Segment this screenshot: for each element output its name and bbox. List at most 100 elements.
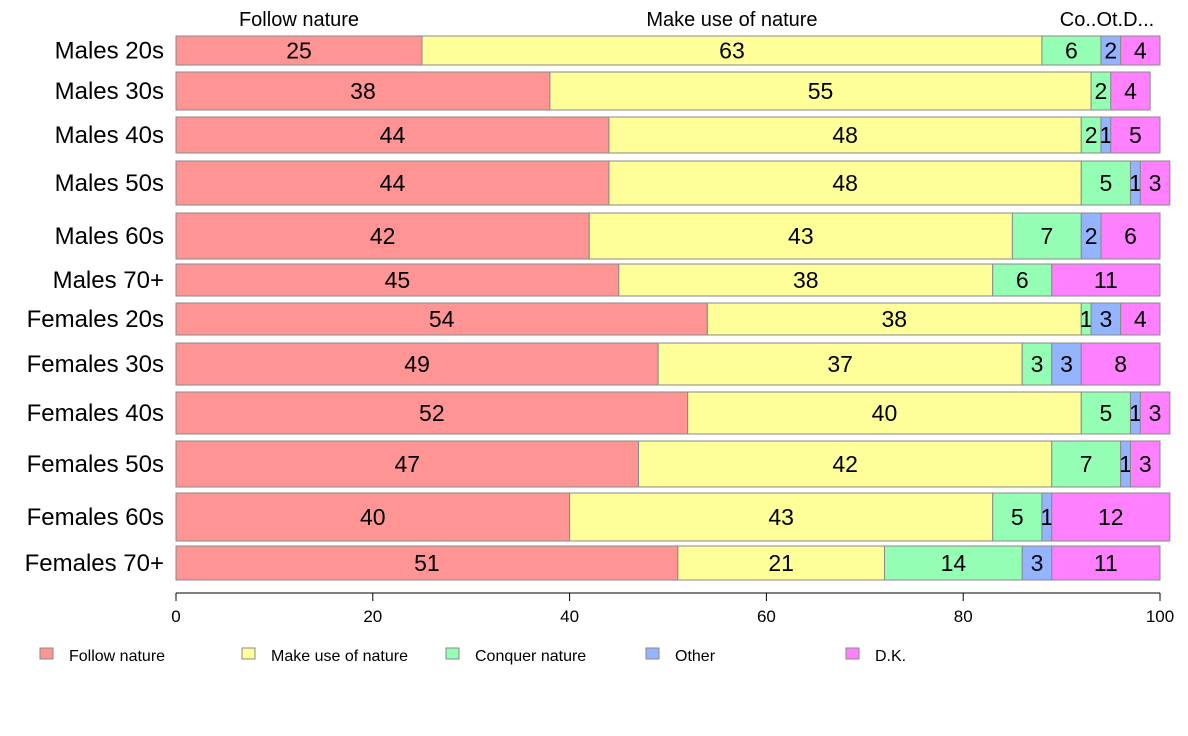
data-label: 11 [1094,267,1118,293]
data-label: 52 [419,400,445,426]
legend: Follow nature Make use of nature Conquer n… [39,647,906,665]
data-label: 25 [286,38,312,64]
x-tick-label: 20 [363,607,382,626]
data-label: 4 [1134,306,1147,332]
bar-segment [1011,212,1082,260]
bar-segment [657,342,1023,386]
bar-segment [608,160,1082,206]
bar-segment [175,545,679,581]
bar-segment [1051,492,1171,542]
bar-segment [992,492,1043,542]
data-label: 43 [768,504,794,530]
data-label: 40 [360,504,386,530]
data-label: 12 [1098,504,1124,530]
category-label: Females 30s [27,351,164,378]
bar-segment [1051,263,1161,297]
data-label: 1 [1040,504,1053,530]
data-label: 38 [882,306,908,332]
data-label: 8 [1114,351,1127,377]
bar-segment [175,212,590,260]
category-label: Females 70+ [25,550,164,577]
data-label: 7 [1040,223,1053,249]
bar-segment [588,212,1013,260]
data-label: 44 [380,122,406,148]
x-tick-label: 80 [954,607,973,626]
data-label: 1 [1080,306,1093,332]
top-label-1: Make use of nature [646,9,817,31]
top-label-2: Co..Ot.D... [1060,9,1154,31]
bar-segment [1139,160,1171,206]
bar-segment [1080,391,1131,435]
bar-segment [175,116,610,154]
data-label: 4 [1134,38,1147,64]
data-label: 54 [429,306,455,332]
bar-segment [1041,35,1102,66]
data-label: 3 [1149,400,1162,426]
data-label: 3 [1031,351,1044,377]
bar-segment [175,71,551,111]
x-tick-label: 40 [560,607,579,626]
bar-segment [1051,440,1122,488]
category-label: Males 30s [55,78,164,105]
category-label: Males 20s [55,38,164,65]
x-tick-label: 0 [171,607,180,626]
bar-segment [175,263,620,297]
legend-swatch [645,647,660,660]
bar-segment [175,35,423,66]
data-label: 5 [1129,122,1142,148]
data-label: 3 [1139,451,1152,477]
data-label: 63 [719,38,745,64]
data-label: 1 [1119,451,1132,477]
bar-segment [1120,35,1161,66]
bar-segment [637,440,1053,488]
bar-segment [1051,545,1161,581]
legend-label: Make use of nature [271,648,408,665]
data-label: 51 [414,550,440,576]
data-label: 40 [872,400,898,426]
data-label: 5 [1099,400,1112,426]
category-label: Females 60s [27,504,164,531]
data-label: 3 [1149,170,1162,196]
bar-segment [706,302,1082,336]
category-label: Males 40s [55,122,164,149]
data-label: 42 [832,451,858,477]
data-label: 5 [1011,504,1024,530]
bar-segment [1120,302,1161,336]
data-label: 45 [385,267,411,293]
category-label: Females 50s [27,451,164,478]
data-label: 5 [1099,170,1112,196]
data-label: 44 [380,170,406,196]
legend-label: Other [675,648,716,665]
data-label: 6 [1016,267,1029,293]
bar-segment [175,391,689,435]
data-label: 2 [1104,38,1117,64]
data-label: 6 [1065,38,1078,64]
data-label: 3 [1060,351,1073,377]
bar-segment [1080,342,1161,386]
legend-label: D.K. [875,648,906,665]
bar-segment [569,492,994,542]
data-label: 7 [1080,451,1093,477]
legend-swatch [845,647,860,660]
category-label: Males 50s [55,170,164,197]
data-label: 2 [1095,78,1108,104]
category-label: Females 40s [27,400,164,427]
data-label: 6 [1124,223,1137,249]
data-label: 3 [1031,550,1044,576]
bar-segment [1021,545,1053,581]
bar-segment [1110,71,1151,111]
bar-segment [549,71,1092,111]
data-label: 21 [768,550,794,576]
data-label: 1 [1129,170,1142,196]
data-label: 42 [370,223,396,249]
bar-segment [677,545,885,581]
bar-segment [175,342,659,386]
bar-segment [175,302,708,336]
data-label: 4 [1124,78,1137,104]
x-tick-label: 100 [1146,607,1174,626]
category-label: Males 70+ [53,267,164,294]
category-label: Females 20s [27,306,164,333]
bar-segment [883,545,1023,581]
legend-swatch [445,647,460,660]
